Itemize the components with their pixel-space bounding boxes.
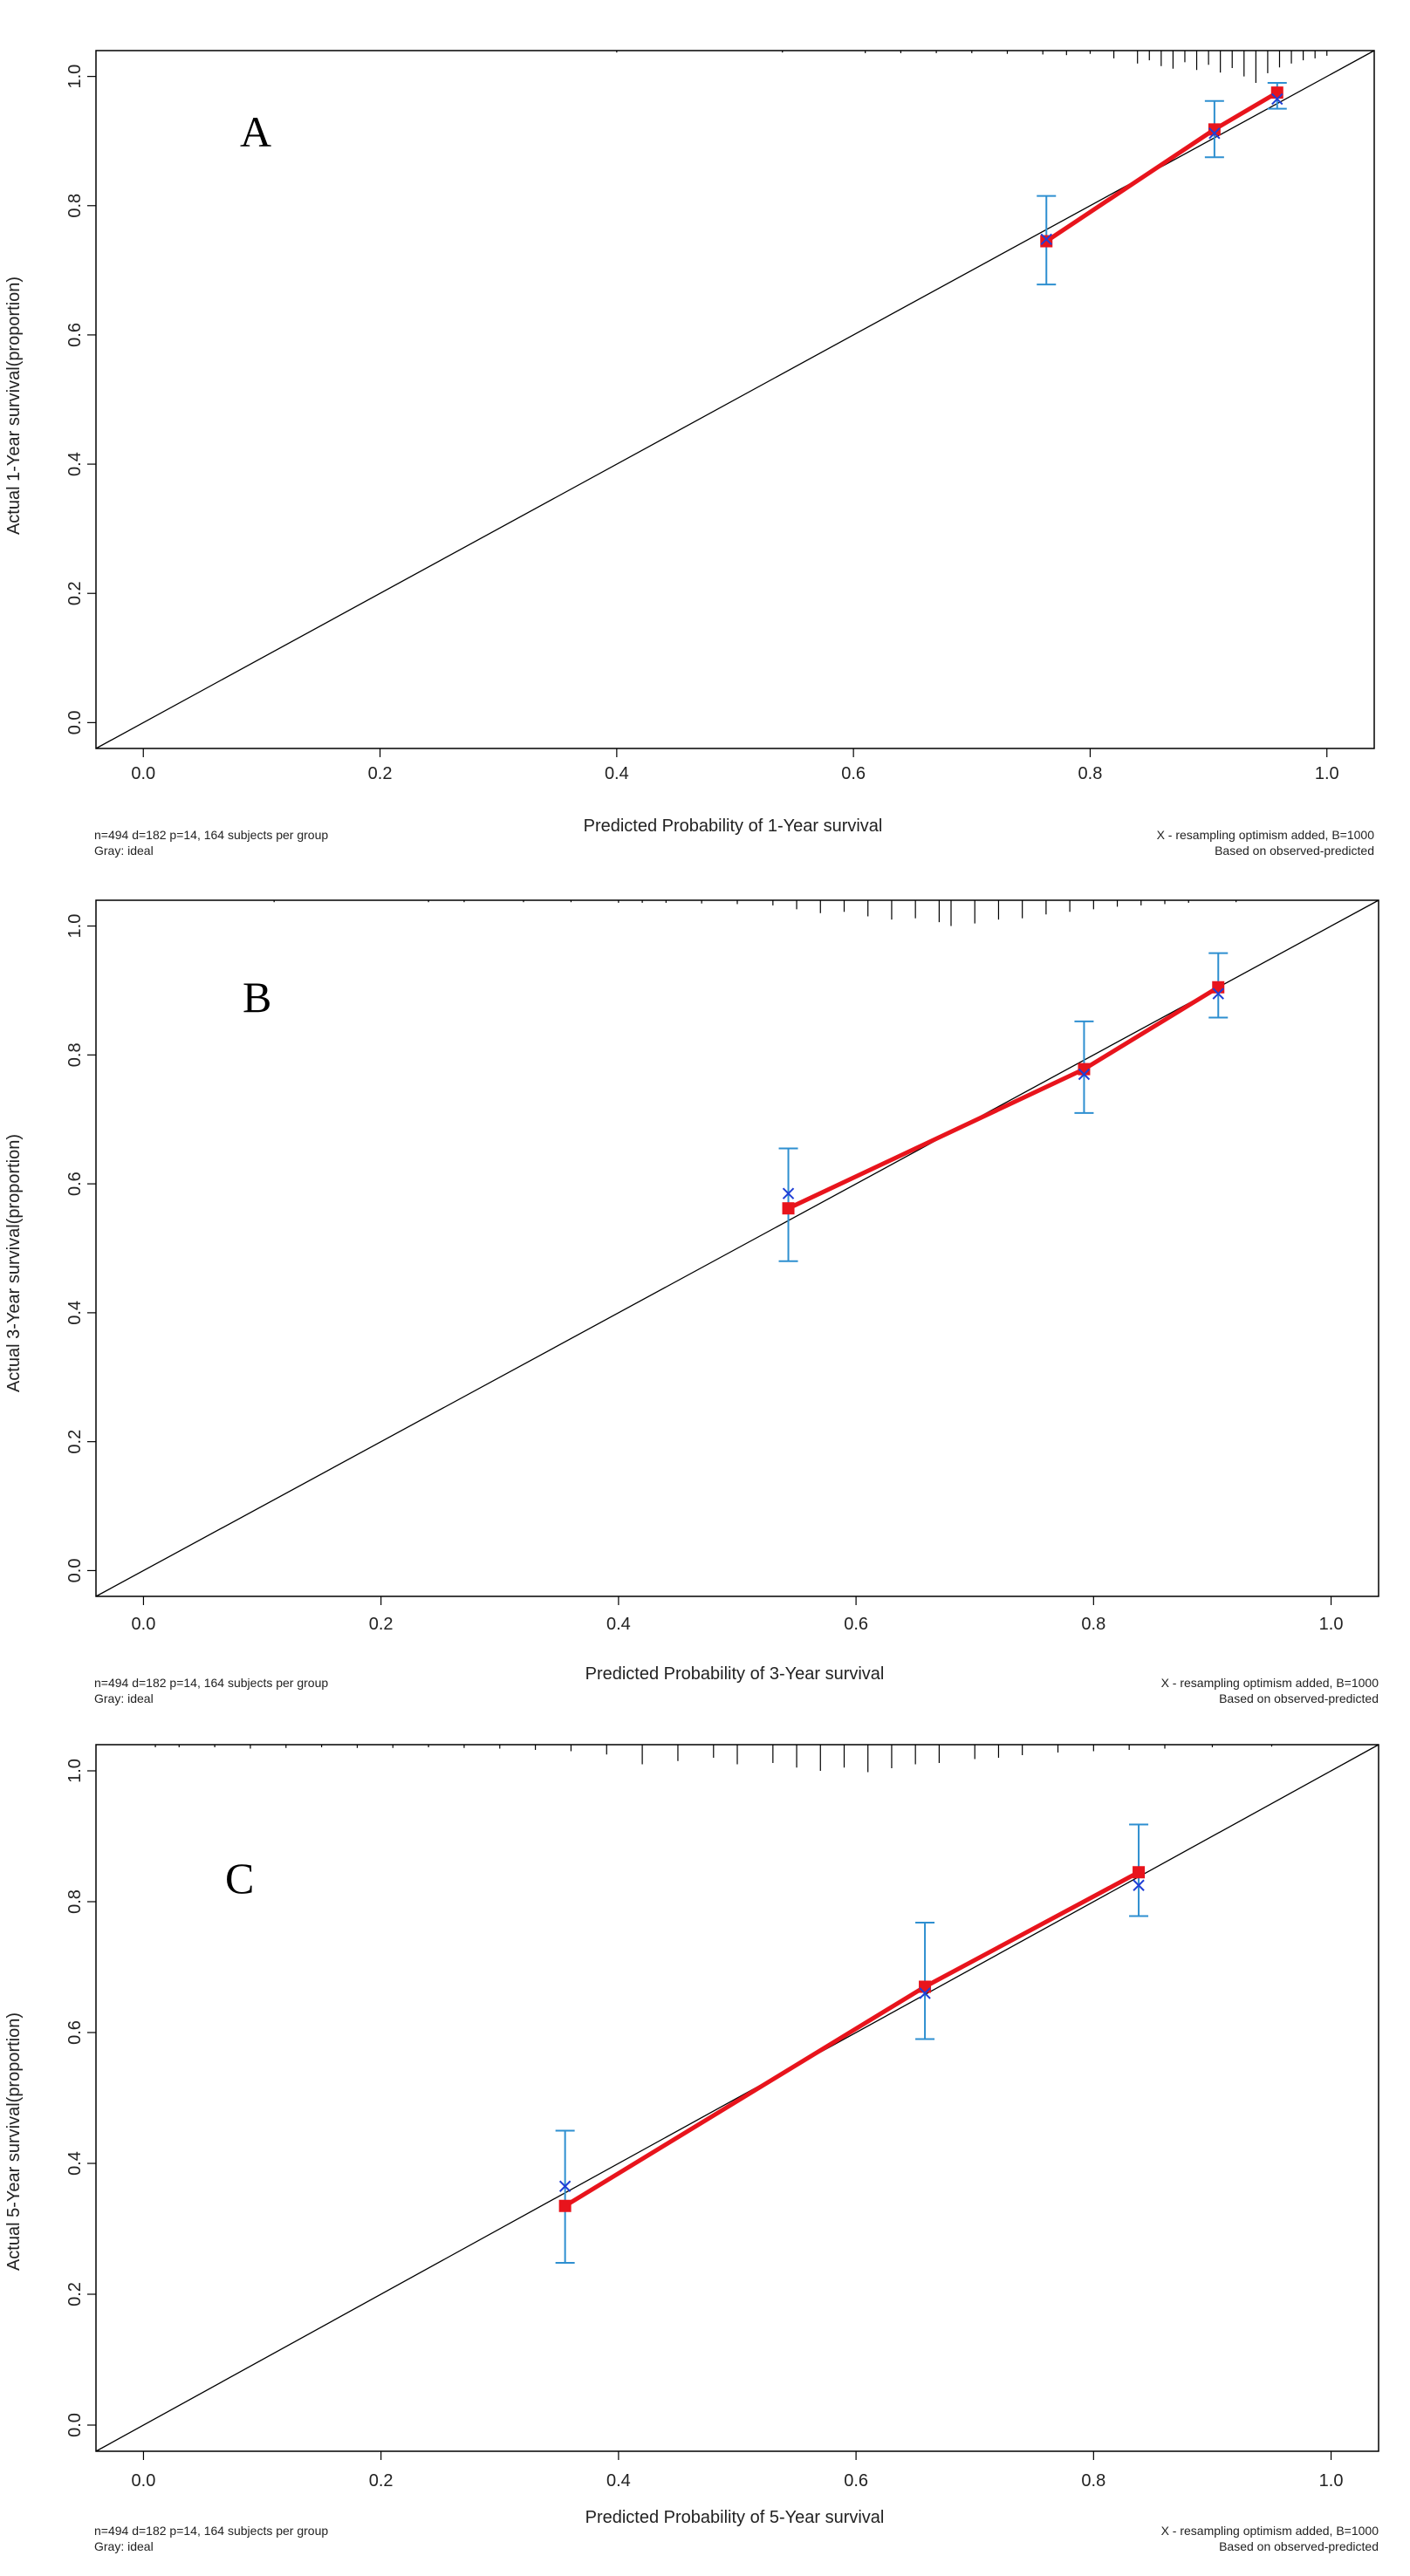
panel-b-xlabel: Predicted Probability of 3-Year survival	[585, 1664, 885, 1684]
panel-a-y-tick-label-1: 0.2	[65, 581, 85, 605]
panel-a-y-tick-label-5: 1.0	[65, 65, 85, 89]
panel-b-corrected-point-2	[1212, 987, 1224, 1000]
panel-b-corrected-point-0	[782, 1187, 795, 1199]
panel-b-footnote-right-1: X - resampling optimism added, B=1000	[1161, 1676, 1379, 1690]
panel-b-apparent-point-0	[782, 1202, 795, 1215]
panel-c-y-tick-label-0: 0.0	[65, 2413, 85, 2437]
panel-c-footnote-right-1: X - resampling optimism added, B=1000	[1161, 2524, 1379, 2538]
panel-a-x-tick-label-2: 0.4	[605, 764, 629, 783]
panel-c-x-tick-label-0: 0.0	[132, 2471, 156, 2491]
panel-c-x-tick-label-3: 0.6	[844, 2471, 868, 2491]
panel-a-corrected-point-2	[1271, 92, 1283, 106]
panel-a-corrected-point-1	[1208, 127, 1221, 140]
panel-b-footnote-left-2: Gray: ideal	[94, 1691, 154, 1705]
panel-b-y-tick-label-5: 1.0	[65, 914, 85, 939]
panel-b-x-tick-label-2: 0.4	[606, 1615, 631, 1634]
panel-a-ylabel: Actual 1-Year survival(proportion)	[4, 277, 24, 535]
panel-b-corrected-point-1	[1078, 1068, 1091, 1081]
panel-a-label: A	[240, 107, 271, 156]
panel-b-apparent-point-2	[1212, 981, 1225, 994]
panel-c-ylabel: Actual 5-Year survival(proportion)	[4, 2012, 24, 2271]
panel-a-apparent-point-0	[1040, 235, 1053, 248]
panel-b-x-tick-label-1: 0.2	[369, 1615, 394, 1634]
panel-c-footnote-left-1: n=494 d=182 p=14, 164 subjects per group	[94, 2524, 328, 2538]
panel-b-label: B	[243, 973, 271, 1022]
panel-a-y-tick-label-3: 0.6	[65, 323, 85, 347]
panel-a-y-tick-label-4: 0.8	[65, 194, 85, 218]
panel-c-y-tick-label-3: 0.6	[65, 2020, 85, 2045]
panel-c-label: C	[225, 1854, 254, 1903]
panel-a-plot-frame	[95, 50, 1375, 749]
panel-b-x-tick-label-3: 0.6	[844, 1615, 868, 1634]
panel-a-x-tick-label-0: 0.0	[131, 764, 155, 783]
panel-a-x-tick-label-1: 0.2	[368, 764, 393, 783]
panel-b-y-tick-label-0: 0.0	[65, 1559, 85, 1583]
panel-c-x-tick-label-2: 0.4	[606, 2471, 631, 2491]
panel-a-x-tick-label-3: 0.6	[841, 764, 866, 783]
panel-c-x-tick-label-1: 0.2	[369, 2471, 394, 2491]
panel-a-y-tick-label-2: 0.4	[65, 452, 85, 476]
panel-b-ylabel: Actual 3-Year survival(proportion)	[4, 1134, 24, 1392]
panel-c-corrected-point-1	[919, 1987, 931, 1999]
panel-a-footnote-right-2: Based on observed-predicted	[1215, 844, 1374, 858]
panel-c-footnote-left-2: Gray: ideal	[94, 2539, 154, 2553]
panel-c-y-tick-label-1: 0.2	[65, 2282, 85, 2306]
panel-a-xlabel: Predicted Probability of 1-Year survival	[584, 817, 883, 836]
panel-b-y-tick-label-1: 0.2	[65, 1430, 85, 1454]
panel-b-x-tick-label-5: 1.0	[1319, 1615, 1344, 1634]
panel-a-footnote-left-1: n=494 d=182 p=14, 164 subjects per group	[94, 828, 328, 842]
panel-c-y-tick-label-5: 1.0	[65, 1759, 85, 1783]
panel-a-footnote-left-2: Gray: ideal	[94, 844, 154, 858]
panel-a-x-tick-label-4: 0.8	[1078, 764, 1103, 783]
panel-a-footnote-right-1: X - resampling optimism added, B=1000	[1157, 828, 1375, 842]
panel-a-apparent-point-1	[1208, 123, 1221, 136]
panel-b: B Predicted Probability of 3-Year surviv…	[4, 899, 1379, 1705]
panel-b-ideal-line	[95, 899, 1379, 1597]
panel-a-x-tick-label-5: 1.0	[1315, 764, 1339, 783]
panel-c-x-tick-label-5: 1.0	[1319, 2471, 1344, 2491]
panel-b-x-tick-label-0: 0.0	[132, 1615, 156, 1634]
panel-c-apparent-point-1	[919, 1980, 932, 1993]
panel-b-y-tick-label-2: 0.4	[65, 1301, 85, 1325]
panel-c-apparent-point-0	[558, 2199, 572, 2212]
panel-c-x-tick-label-4: 0.8	[1081, 2471, 1105, 2491]
panel-a-y-tick-label-0: 0.0	[65, 710, 85, 735]
panel-a-apparent-point-2	[1270, 86, 1283, 99]
panel-b-x-tick-label-4: 0.8	[1081, 1615, 1105, 1634]
panel-c-xlabel: Predicted Probability of 5-Year survival	[585, 2508, 885, 2527]
panel-c-y-tick-label-4: 0.8	[65, 1889, 85, 1914]
panel-b-y-tick-label-3: 0.6	[65, 1172, 85, 1196]
panel-c-corrected-point-2	[1133, 1879, 1145, 1891]
panel-c-footnote-right-2: Based on observed-predicted	[1219, 2539, 1379, 2553]
panel-c: C Predicted Probability of 5-Year surviv…	[4, 1744, 1379, 2553]
panel-a-corrected-point-0	[1040, 233, 1052, 246]
panel-a: A Predicted Probability of 1-Year surviv…	[4, 50, 1375, 858]
panel-c-y-tick-label-2: 0.4	[65, 2151, 85, 2176]
panel-c-apparent-point-2	[1133, 1866, 1146, 1879]
panel-c-corrected-point-0	[558, 2180, 572, 2192]
panel-b-footnote-right-2: Based on observed-predicted	[1219, 1691, 1379, 1705]
panel-b-y-tick-label-4: 0.8	[65, 1042, 85, 1067]
panel-b-footnote-left-1: n=494 d=182 p=14, 164 subjects per group	[94, 1676, 328, 1690]
panel-c-ideal-line	[95, 1744, 1379, 2452]
